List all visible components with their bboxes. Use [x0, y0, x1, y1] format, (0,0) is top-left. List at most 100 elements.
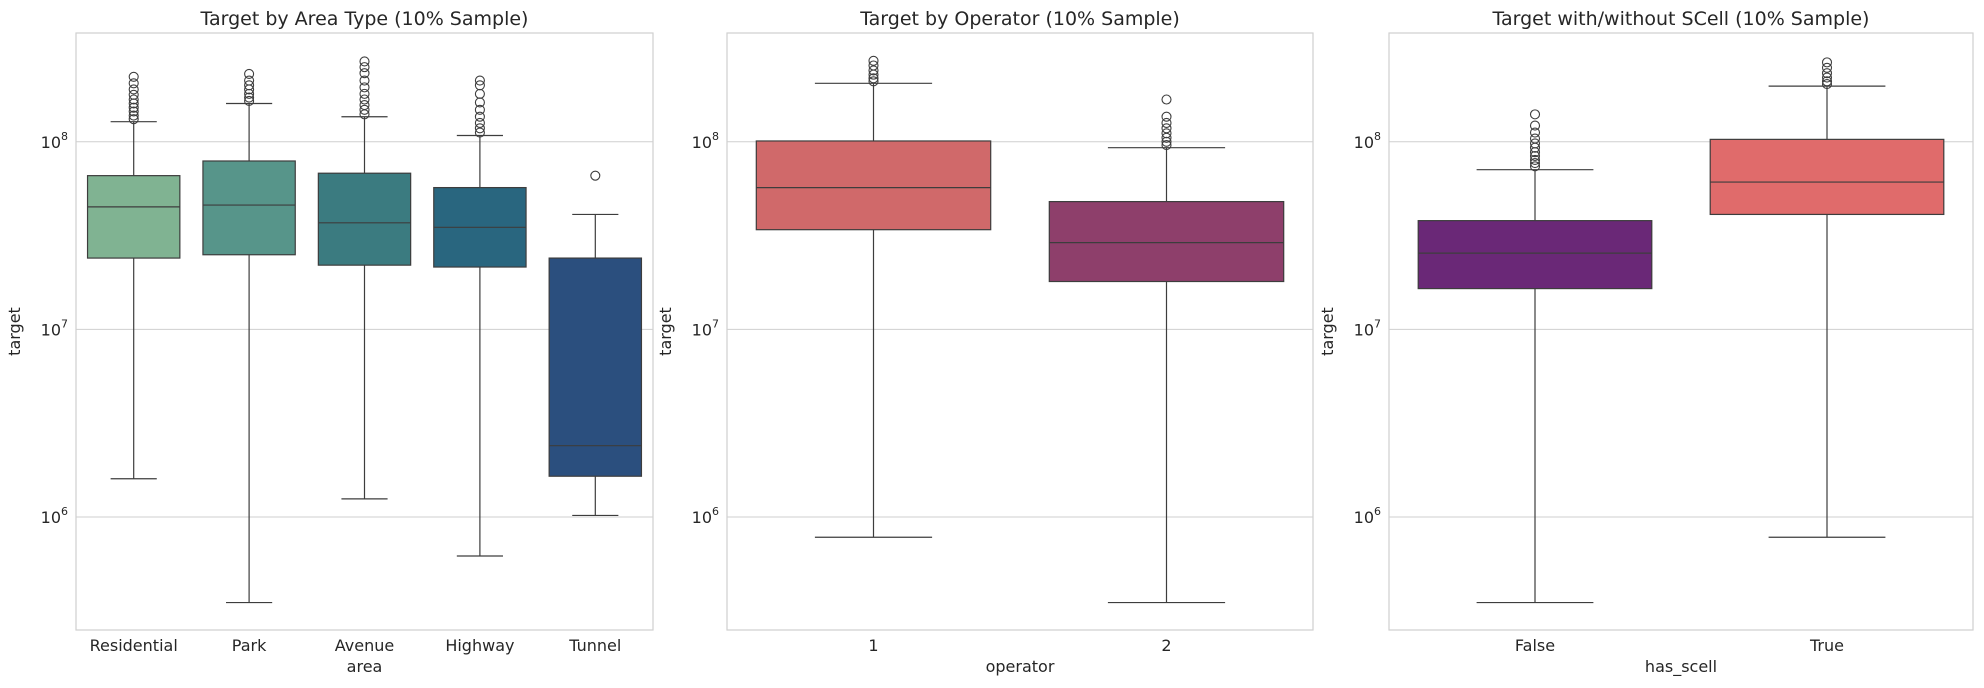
outlier-point	[128, 89, 139, 100]
iqr-box	[317, 172, 412, 266]
outlier-point	[128, 106, 139, 117]
outlier-point	[1529, 127, 1541, 138]
outlier-point	[1161, 111, 1172, 122]
x-tick-label: Highway	[445, 636, 514, 655]
outlier-point	[1161, 140, 1172, 151]
outlier-point	[359, 88, 370, 99]
y-axis-label: target	[5, 307, 24, 356]
y-tick-base: 10	[1354, 320, 1374, 339]
y-tick-exponent: 6	[61, 505, 68, 518]
outlier-point	[128, 94, 139, 105]
axes-frame	[726, 32, 1314, 631]
outlier-point	[474, 75, 485, 86]
outlier-point	[474, 111, 485, 122]
y-tick-label: 107	[692, 317, 719, 339]
outlier-point	[868, 65, 879, 76]
outlier-point	[1529, 150, 1541, 162]
y-tick-label: 108	[1354, 130, 1381, 152]
panel-title: Target by Area Type (10% Sample)	[200, 8, 529, 30]
outlier-point	[359, 68, 370, 79]
outlier-point	[1821, 68, 1833, 79]
x-tick-label: Residential	[90, 636, 178, 655]
y-tick-label: 107	[1354, 317, 1381, 339]
panel-title: Target by Operator (10% Sample)	[859, 8, 1180, 30]
y-tick-base: 10	[41, 320, 61, 339]
y-tick-base: 10	[692, 508, 712, 527]
y-tick-exponent: 7	[712, 317, 719, 330]
x-tick-label: Park	[232, 636, 267, 655]
outlier-point	[1529, 109, 1541, 120]
outlier-point	[1821, 79, 1833, 90]
box-tunnel	[548, 170, 643, 517]
iqr-box	[1417, 220, 1653, 290]
outlier-point	[244, 80, 255, 91]
x-tick-label: Tunnel	[568, 636, 621, 655]
outlier-point	[128, 114, 139, 125]
y-tick-exponent: 7	[61, 317, 68, 330]
outlier-point	[1161, 94, 1172, 105]
outlier-point	[1529, 138, 1541, 149]
outlier-point	[1161, 123, 1172, 134]
outlier-point	[359, 62, 370, 73]
axes-frame	[1388, 32, 1974, 631]
outlier-point	[128, 71, 139, 82]
y-tick-exponent: 6	[1374, 505, 1381, 518]
box-park	[202, 68, 296, 604]
iqr-box	[86, 175, 181, 259]
outlier-point	[244, 95, 255, 107]
y-tick-label: 106	[1354, 505, 1381, 527]
x-axis-label: operator	[986, 657, 1055, 676]
box-residential	[86, 71, 181, 480]
y-tick-base: 10	[692, 133, 712, 152]
x-axis-label: area	[347, 657, 383, 676]
outlier-point	[1529, 158, 1541, 169]
box-true	[1709, 57, 1945, 538]
outlier-point	[474, 88, 485, 99]
outlier-point	[128, 78, 139, 89]
y-tick-label: 107	[41, 317, 68, 339]
iqr-box	[755, 140, 992, 231]
outlier-point	[1529, 154, 1541, 166]
outlier-point	[474, 127, 485, 138]
y-tick-label: 106	[41, 505, 68, 527]
box-highway	[433, 75, 527, 557]
outlier-point	[1161, 117, 1172, 129]
outlier-point	[128, 84, 139, 95]
outlier-point	[474, 104, 485, 115]
x-axis-label: has_scell	[1645, 657, 1717, 677]
iqr-box	[548, 257, 643, 477]
outlier-point	[244, 75, 255, 86]
outlier-point	[1821, 76, 1833, 87]
outlier-point	[1529, 120, 1541, 131]
outlier-point	[474, 117, 485, 129]
y-tick-label: 106	[692, 505, 719, 527]
outlier-point	[359, 82, 370, 93]
y-tick-exponent: 8	[712, 130, 719, 143]
y-axis-label: target	[656, 307, 675, 356]
outlier-point	[474, 123, 485, 134]
outlier-point	[1821, 57, 1833, 68]
outlier-point	[590, 170, 601, 181]
box-2	[1048, 94, 1285, 604]
box-false	[1417, 109, 1653, 604]
y-axis-label: target	[1318, 307, 1337, 356]
outlier-point	[868, 73, 879, 84]
y-tick-base: 10	[41, 508, 61, 527]
outlier-point	[1821, 62, 1833, 73]
outlier-point	[244, 92, 255, 103]
outlier-point	[359, 75, 370, 86]
outlier-point	[1529, 133, 1541, 144]
outlier-point	[128, 102, 139, 113]
box-1	[755, 55, 992, 538]
iqr-box	[1048, 200, 1285, 283]
outlier-point	[359, 99, 370, 111]
outlier-point	[128, 110, 139, 121]
panel-title: Target with/without SCell (10% Sample)	[1492, 8, 1870, 30]
y-tick-exponent: 7	[1374, 317, 1381, 330]
y-tick-exponent: 8	[1374, 130, 1381, 143]
